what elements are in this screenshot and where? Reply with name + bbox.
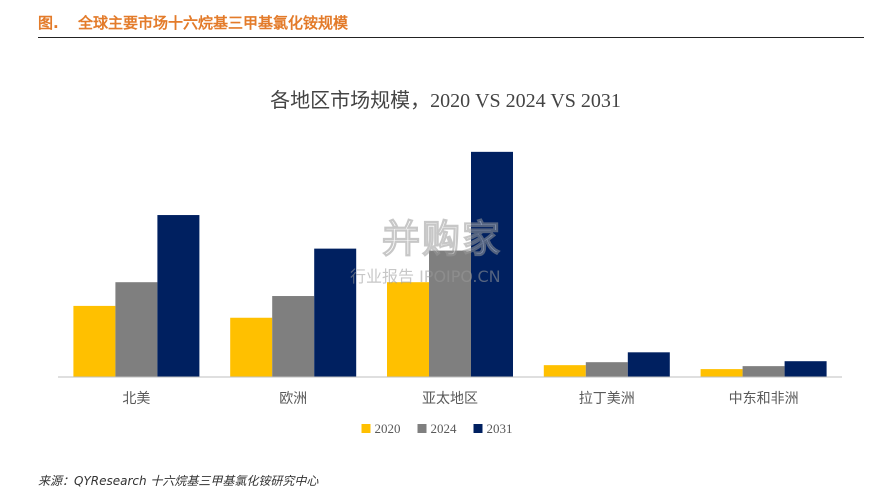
figure-label: 图.	[38, 14, 59, 32]
chart-area: 各地区市场规模，2020 VS 2024 VS 2031 北美 欧洲 亚太地区 拉丁美…	[0, 70, 891, 455]
bar-2020-1	[230, 317, 273, 377]
bar-2020-2	[387, 282, 429, 377]
x-tick-label: 北美	[122, 391, 150, 407]
bar-2020-3	[543, 365, 586, 377]
bar-2020-4	[700, 369, 743, 377]
bar-2020-0	[73, 305, 116, 377]
source-note: 来源：QYResearch 十六烷基三甲基氯化铵研究中心	[38, 474, 319, 488]
figure-title: 全球主要市场十六烷基三甲基氯化铵规模	[78, 14, 349, 32]
bar-2024-0	[115, 282, 158, 377]
watermark-main: 并购家	[381, 217, 503, 262]
watermark-sub: 行业报告 IPOIPO.CN	[350, 267, 501, 286]
bar-2024-1	[272, 296, 315, 377]
legend-label-2031: 2031	[487, 421, 513, 436]
x-tick-label: 中东和非洲	[729, 391, 799, 407]
figure-header: 图. 全球主要市场十六烷基三甲基氯化铵规模	[38, 10, 864, 38]
legend-swatch-2031	[473, 424, 483, 433]
bar-chart: 北美 欧洲 亚太地区 拉丁美洲 中东和非洲 2020 2024 2031	[58, 151, 842, 436]
x-tick-label: 拉丁美洲	[579, 391, 635, 407]
bar-2024-4	[742, 366, 785, 377]
x-tick-label: 亚太地区	[422, 391, 478, 407]
legend-label-2020: 2020	[375, 421, 401, 436]
legend-swatch-2020	[361, 424, 371, 433]
watermark: 并购家 行业报告 IPOIPO.CN	[340, 208, 550, 288]
chart-title: 各地区市场规模，2020 VS 2024 VS 2031	[270, 90, 621, 112]
bar-2024-3	[585, 362, 628, 377]
bar-2031-2	[471, 151, 513, 377]
bar-2031-4	[784, 361, 827, 377]
x-tick-label: 欧洲	[279, 391, 307, 407]
bar-2031-0	[157, 215, 200, 377]
bar-2024-2	[429, 250, 471, 377]
legend-swatch-2024	[417, 424, 427, 433]
bar-2031-1	[314, 248, 357, 377]
legend-label-2024: 2024	[431, 421, 458, 436]
bar-2031-3	[627, 352, 670, 377]
